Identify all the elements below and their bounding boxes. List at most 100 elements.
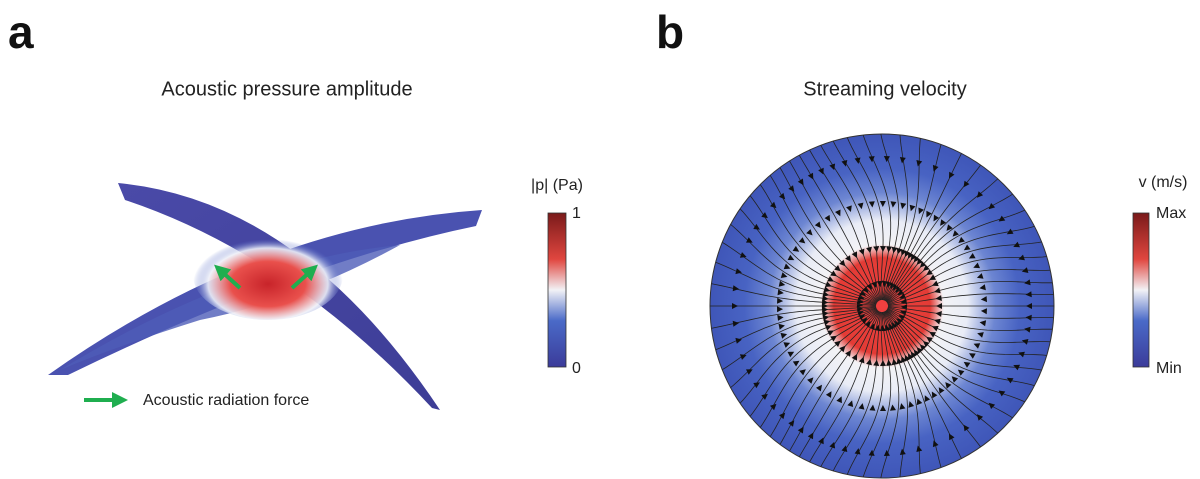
flow-arrowhead	[797, 178, 804, 186]
flow-arrowhead	[856, 305, 864, 312]
streamline	[805, 142, 881, 301]
streamline	[715, 307, 877, 374]
flow-arrowhead	[818, 167, 824, 175]
streamline	[775, 160, 879, 302]
flow-arrowhead	[916, 160, 923, 167]
streamline	[887, 293, 1054, 306]
flow-arrowhead	[859, 290, 866, 296]
flow-arrowhead	[780, 272, 788, 278]
streamlines	[710, 134, 1054, 478]
streamline	[887, 308, 1054, 357]
flow-arrowhead	[834, 265, 841, 272]
flow-arrowhead	[968, 253, 976, 259]
flow-arrowhead	[923, 264, 930, 271]
flow-arrowhead	[866, 246, 872, 254]
streamline	[715, 238, 877, 305]
streamline	[883, 134, 922, 301]
flow-arrowhead	[761, 393, 768, 400]
streamline	[733, 308, 877, 410]
flow-arrowhead	[951, 376, 959, 383]
streamline	[844, 134, 884, 301]
flow-arrowhead	[783, 263, 791, 270]
flow-arrowhead	[1025, 314, 1032, 321]
flow-arrowhead	[918, 207, 924, 215]
flow-arrowhead	[827, 330, 834, 336]
flow-arrowhead	[798, 237, 806, 244]
flow-arrowhead	[908, 353, 914, 360]
flow-arrowhead	[1024, 326, 1031, 333]
streamline	[765, 309, 878, 444]
streamline	[744, 308, 878, 423]
flow-arrowhead	[841, 160, 848, 167]
flow-arrowhead	[969, 353, 976, 359]
flow-arrowhead	[998, 215, 1006, 222]
flow-arrowhead	[746, 237, 753, 243]
flow-arrowhead	[866, 358, 872, 366]
flow-arrowhead	[1018, 254, 1025, 261]
streamline	[794, 148, 880, 301]
colorbar-title: |p| (Pa)	[531, 177, 583, 194]
flow-arrowhead	[899, 448, 906, 455]
streamline	[885, 173, 1004, 302]
flow-arrowhead	[873, 359, 880, 366]
flow-arrowhead	[886, 246, 893, 253]
flow-arrowhead	[868, 449, 875, 456]
streamline	[887, 255, 1054, 304]
flow-arrowhead	[910, 253, 917, 261]
flow-arrowhead	[929, 274, 936, 280]
flow-arrowhead	[868, 156, 875, 163]
flow-arrowhead	[732, 285, 739, 292]
panel-label: a	[8, 6, 34, 58]
flow-arrowhead	[883, 156, 890, 163]
flow-arrowhead	[949, 433, 955, 441]
streamline	[884, 158, 986, 302]
streamline	[886, 309, 1043, 389]
streamline	[885, 310, 1020, 423]
streamline	[844, 311, 884, 478]
streamline	[879, 134, 900, 301]
flow-arrowhead	[822, 315, 830, 321]
streamline	[879, 311, 900, 478]
flow-arrowhead	[787, 351, 795, 358]
flow-arrowhead	[980, 296, 987, 303]
flow-arrowhead	[857, 202, 864, 210]
flow-arrowhead	[816, 384, 822, 392]
flow-arrowhead	[739, 252, 747, 258]
flow-arrowhead	[825, 391, 832, 398]
streamline	[785, 310, 879, 459]
streamline	[886, 206, 1033, 303]
flow-arrowhead	[952, 230, 959, 237]
flow-arrowhead	[900, 202, 907, 210]
flow-arrowhead	[797, 426, 804, 434]
streamline	[886, 308, 1050, 373]
flow-arrowhead	[777, 289, 784, 296]
shell	[118, 183, 440, 410]
flow-arrowhead	[830, 335, 837, 342]
flow-arrowhead	[851, 251, 858, 259]
flow-arrowhead	[880, 360, 886, 366]
flow-arrowhead	[841, 445, 848, 452]
flow-arrowhead	[935, 311, 942, 317]
flow-arrowhead	[846, 205, 852, 212]
flow-arrowhead	[847, 400, 854, 407]
force-arrow	[214, 264, 242, 290]
flow-arrowhead	[735, 337, 742, 344]
flow-arrowhead	[908, 401, 915, 408]
flow-arrowhead	[860, 318, 868, 325]
flow-arrowhead	[839, 259, 846, 267]
flow-arrowhead	[890, 201, 897, 208]
flow-arrowhead	[979, 284, 986, 291]
flow-arrowhead	[858, 403, 865, 410]
flow-arrowhead	[899, 403, 906, 410]
flow-arrowhead	[824, 214, 831, 222]
streamline	[733, 202, 877, 304]
flow-arrowhead	[919, 261, 927, 268]
flow-arrowhead	[770, 201, 777, 209]
flow-arrowhead	[858, 248, 865, 256]
flow-arrowhead	[924, 395, 931, 402]
flow-arrowhead	[829, 441, 836, 449]
flow-arrowhead	[976, 414, 984, 421]
streamline	[723, 219, 877, 305]
flow-arrowhead	[882, 280, 888, 288]
streamline	[710, 281, 877, 306]
